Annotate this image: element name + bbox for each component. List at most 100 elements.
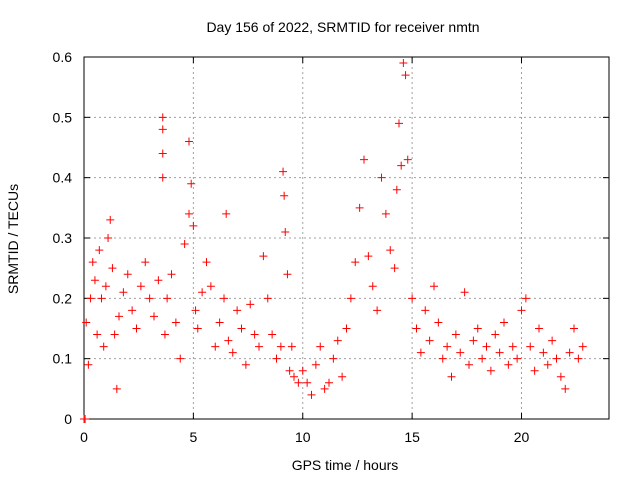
data-point — [206, 282, 215, 291]
data-point — [97, 294, 106, 303]
data-point — [255, 342, 263, 351]
data-point — [215, 318, 224, 327]
data-point — [381, 209, 390, 218]
data-point — [473, 324, 482, 333]
data-point — [222, 209, 231, 218]
data-point — [397, 161, 406, 170]
data-point — [443, 342, 452, 351]
data-point — [119, 288, 128, 297]
x-tick-label: 15 — [404, 429, 420, 445]
data-point — [160, 330, 169, 339]
data-point — [395, 119, 403, 128]
data-point — [158, 149, 167, 158]
data-point — [303, 378, 312, 387]
data-point — [263, 294, 272, 303]
data-point — [412, 324, 421, 333]
data-point — [386, 246, 395, 255]
data-point — [561, 384, 570, 393]
data-point — [539, 348, 548, 357]
data-point — [556, 372, 565, 381]
data-point — [401, 71, 410, 80]
data-point — [403, 155, 412, 164]
data-point — [416, 348, 425, 357]
x-tick-label: 0 — [80, 429, 88, 445]
axis-ticks: 0 0.1 0.2 0.3 0.4 0.5 0.6 0 5 10 15 20 — [53, 49, 609, 445]
data-point — [451, 330, 460, 339]
data-point — [491, 330, 500, 339]
data-point — [486, 366, 495, 375]
data-point — [158, 173, 167, 182]
data-point — [128, 306, 137, 315]
data-point — [425, 336, 434, 345]
data-point — [191, 306, 200, 315]
y-tick-label: 0.4 — [53, 170, 73, 186]
data-point — [342, 324, 351, 333]
y-tick-label: 0.5 — [53, 109, 73, 125]
x-tick-label: 5 — [189, 429, 197, 445]
data-point — [115, 312, 123, 321]
data-point — [158, 125, 167, 134]
data-point — [482, 342, 491, 351]
data-point — [276, 342, 285, 351]
y-tick-label: 0.6 — [53, 49, 73, 65]
data-point — [285, 366, 294, 375]
y-tick-label: 0.2 — [53, 290, 73, 306]
data-point — [228, 348, 237, 357]
data-point — [465, 360, 473, 369]
data-point — [82, 318, 91, 327]
x-tick-label: 20 — [514, 429, 530, 445]
x-axis-label: GPS time / hours — [292, 457, 399, 473]
data-point — [189, 221, 198, 230]
data-point — [163, 294, 172, 303]
data-point — [316, 342, 325, 351]
data-point — [287, 342, 296, 351]
data-point — [434, 318, 443, 327]
data-point — [81, 415, 90, 423]
data-point — [185, 137, 193, 146]
data-point — [390, 264, 399, 273]
data-point — [338, 372, 347, 381]
data-points — [80, 59, 587, 423]
data-point — [320, 384, 329, 393]
data-point — [136, 282, 145, 291]
data-point — [198, 288, 207, 297]
data-point — [280, 191, 289, 200]
data-point — [456, 348, 465, 357]
data-point — [95, 246, 104, 255]
data-point — [298, 366, 307, 375]
data-point — [241, 360, 250, 369]
data-point — [346, 294, 355, 303]
data-point — [99, 342, 108, 351]
data-point — [220, 294, 228, 303]
data-point — [272, 354, 281, 363]
y-tick-label: 0 — [64, 411, 72, 427]
data-point — [504, 360, 513, 369]
data-point — [154, 276, 163, 285]
data-point — [185, 209, 193, 218]
data-point — [399, 59, 408, 68]
data-point — [84, 360, 93, 369]
data-point — [145, 294, 154, 303]
data-point — [543, 360, 552, 369]
data-point — [377, 173, 386, 182]
data-point — [108, 264, 117, 273]
data-point — [259, 252, 268, 261]
data-point — [211, 342, 220, 351]
data-point — [500, 318, 508, 327]
data-point — [294, 378, 303, 387]
data-point — [86, 294, 95, 303]
data-point — [469, 336, 478, 345]
data-point — [250, 330, 259, 339]
data-point — [333, 336, 342, 345]
data-point — [565, 348, 574, 357]
data-point — [421, 306, 430, 315]
chart-title: Day 156 of 2022, SRMTID for receiver nmt… — [206, 19, 479, 35]
y-tick-label: 0.1 — [53, 351, 73, 367]
data-point — [351, 258, 360, 267]
data-point — [530, 366, 539, 375]
data-point — [176, 354, 185, 363]
data-point — [552, 354, 561, 363]
grid — [84, 57, 609, 419]
